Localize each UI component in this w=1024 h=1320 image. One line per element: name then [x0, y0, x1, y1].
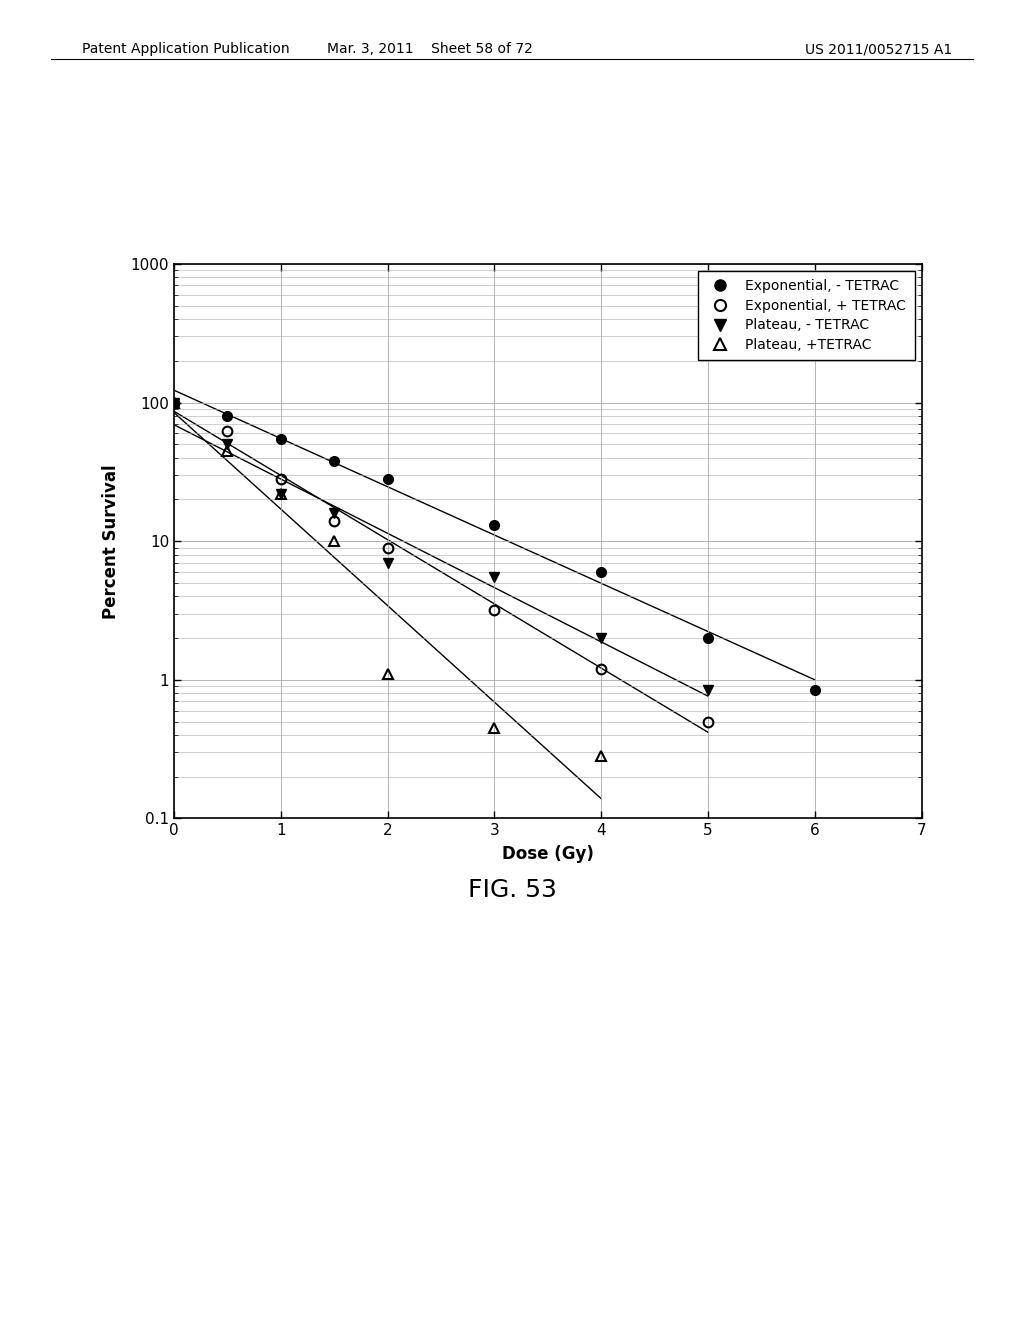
- Text: FIG. 53: FIG. 53: [468, 878, 556, 902]
- Text: Patent Application Publication: Patent Application Publication: [82, 42, 290, 57]
- X-axis label: Dose (Gy): Dose (Gy): [502, 845, 594, 863]
- Text: US 2011/0052715 A1: US 2011/0052715 A1: [805, 42, 952, 57]
- Text: Mar. 3, 2011    Sheet 58 of 72: Mar. 3, 2011 Sheet 58 of 72: [327, 42, 534, 57]
- Legend: Exponential, - TETRAC, Exponential, + TETRAC, Plateau, - TETRAC, Plateau, +TETRA: Exponential, - TETRAC, Exponential, + TE…: [698, 271, 914, 360]
- Y-axis label: Percent Survival: Percent Survival: [101, 463, 120, 619]
